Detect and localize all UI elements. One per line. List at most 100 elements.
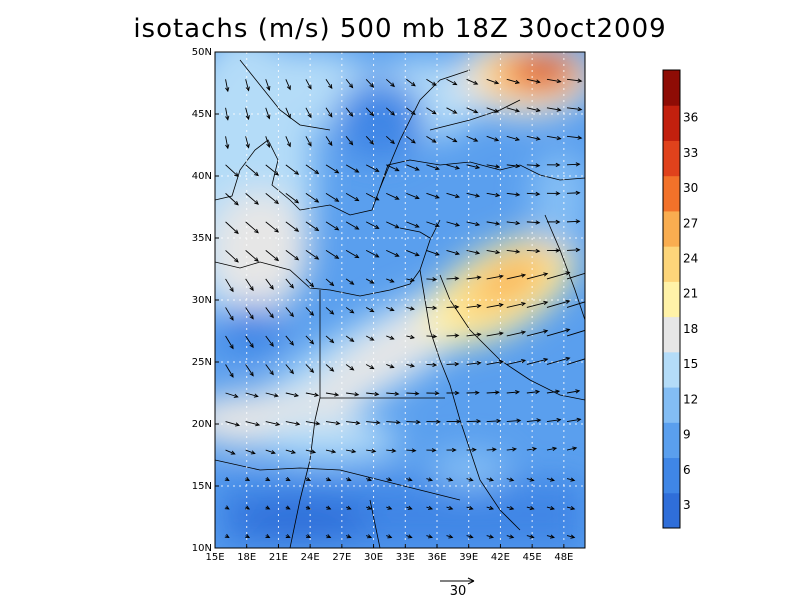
wind-vector bbox=[245, 221, 259, 234]
lon-tick-label: 27E bbox=[332, 552, 351, 563]
lon-tick-label: 36E bbox=[427, 552, 446, 563]
vector-arrow-icon bbox=[389, 364, 395, 369]
lat-tick-label: 20N bbox=[192, 419, 212, 430]
wind-vector bbox=[406, 249, 420, 256]
vector-arrow-icon bbox=[235, 422, 241, 427]
wind-vector bbox=[526, 301, 548, 308]
vector-arrow-icon bbox=[389, 278, 395, 283]
vector-arrow-icon bbox=[314, 169, 320, 175]
wind-vector bbox=[386, 307, 394, 311]
vector-arrow-icon bbox=[473, 109, 479, 114]
wind-vector bbox=[305, 421, 320, 425]
vector-arrow-icon bbox=[369, 140, 375, 145]
wind-vector bbox=[426, 249, 440, 256]
wind-vector bbox=[325, 392, 339, 396]
vector-arrow-icon bbox=[428, 477, 434, 482]
colorbar-swatch bbox=[663, 457, 680, 494]
vector-arrow-icon bbox=[498, 274, 504, 279]
vector-arrow-icon bbox=[294, 256, 300, 261]
vector-arrow-icon bbox=[254, 228, 259, 234]
vector-arrow-icon bbox=[428, 534, 434, 539]
colorbar-swatch bbox=[663, 175, 680, 212]
lon-tick-label: 42E bbox=[491, 552, 510, 563]
wind-vector bbox=[526, 391, 540, 394]
vector-arrow-icon bbox=[494, 80, 500, 85]
vector-arrow-icon bbox=[346, 505, 352, 510]
wind-vector bbox=[466, 333, 481, 337]
wind-vector bbox=[245, 392, 258, 397]
vector-arrow-icon bbox=[498, 360, 504, 365]
vector-arrow-icon bbox=[328, 112, 333, 118]
vector-arrow-icon bbox=[245, 143, 250, 149]
wind-vector bbox=[446, 78, 457, 86]
wind-vector bbox=[285, 335, 294, 346]
vector-arrow-icon bbox=[286, 85, 291, 91]
vector-arrow-icon bbox=[355, 420, 361, 425]
vector-arrow-icon bbox=[329, 367, 335, 372]
vector-arrow-icon bbox=[432, 305, 438, 310]
vector-arrow-icon bbox=[454, 333, 460, 338]
colorbar-label: 12 bbox=[683, 392, 698, 406]
wind-vector bbox=[506, 506, 514, 510]
vector-arrow-icon bbox=[452, 138, 458, 143]
wind-vector bbox=[225, 421, 240, 426]
wind-vector bbox=[365, 364, 374, 370]
wind-vector bbox=[546, 300, 570, 308]
wind-vector bbox=[345, 107, 353, 117]
vector-arrow-icon bbox=[521, 273, 527, 278]
wind-vector bbox=[305, 364, 314, 373]
vector-arrow-icon bbox=[369, 336, 375, 341]
vector-arrow-icon bbox=[254, 171, 259, 177]
vector-arrow-icon bbox=[269, 370, 274, 376]
vector-arrow-icon bbox=[369, 279, 375, 284]
vector-arrow-icon bbox=[250, 450, 256, 455]
vector-arrow-icon bbox=[565, 328, 571, 333]
vector-arrow-icon bbox=[285, 477, 291, 481]
vector-arrow-icon bbox=[448, 477, 454, 482]
vector-arrow-icon bbox=[489, 534, 495, 539]
wind-vector bbox=[265, 421, 280, 426]
vector-arrow-icon bbox=[306, 505, 312, 510]
vector-arrow-icon bbox=[387, 477, 393, 482]
vector-arrow-icon bbox=[565, 271, 571, 276]
wind-vector bbox=[245, 335, 254, 348]
vector-arrow-icon bbox=[314, 255, 320, 260]
vector-arrow-icon bbox=[391, 448, 397, 453]
wind-vector bbox=[345, 364, 354, 371]
vector-arrow-icon bbox=[394, 224, 400, 229]
wind-vector bbox=[345, 278, 354, 285]
wind-vector bbox=[305, 221, 319, 231]
wind-vector bbox=[346, 421, 360, 424]
wind-vector bbox=[365, 221, 379, 229]
vector-arrow-icon bbox=[475, 193, 481, 198]
vector-arrow-icon bbox=[328, 84, 333, 90]
vector-arrow-icon bbox=[329, 338, 335, 344]
wind-vector bbox=[466, 221, 480, 226]
wind-vector bbox=[365, 307, 374, 313]
vector-arrow-icon bbox=[273, 393, 279, 398]
wind-vector bbox=[526, 478, 534, 481]
vector-arrow-icon bbox=[529, 505, 535, 511]
vector-arrow-icon bbox=[374, 167, 380, 172]
vector-arrow-icon bbox=[289, 283, 294, 289]
wind-vector bbox=[546, 107, 561, 111]
wind-vector bbox=[406, 307, 415, 310]
wind-vector bbox=[466, 192, 480, 197]
wind-vector bbox=[305, 307, 314, 316]
vector-arrow-icon bbox=[307, 141, 312, 147]
chart-title: isotachs (m/s) 500 mb 18Z 30oct2009 bbox=[133, 14, 667, 44]
wind-vector bbox=[526, 107, 540, 112]
vector-arrow-icon bbox=[555, 191, 561, 196]
wind-vector bbox=[245, 307, 254, 320]
wind-vector bbox=[486, 249, 500, 254]
wind-vector bbox=[225, 449, 235, 455]
wind-vector bbox=[566, 478, 575, 481]
vector-arrow-icon bbox=[254, 200, 259, 205]
vector-arrow-icon bbox=[414, 223, 420, 228]
vector-arrow-icon bbox=[495, 249, 501, 255]
vector-arrow-icon bbox=[588, 328, 592, 331]
vector-arrow-icon bbox=[334, 392, 340, 397]
wind-vector bbox=[486, 221, 500, 225]
wind-vector bbox=[406, 449, 416, 452]
vector-arrow-icon bbox=[570, 477, 576, 482]
